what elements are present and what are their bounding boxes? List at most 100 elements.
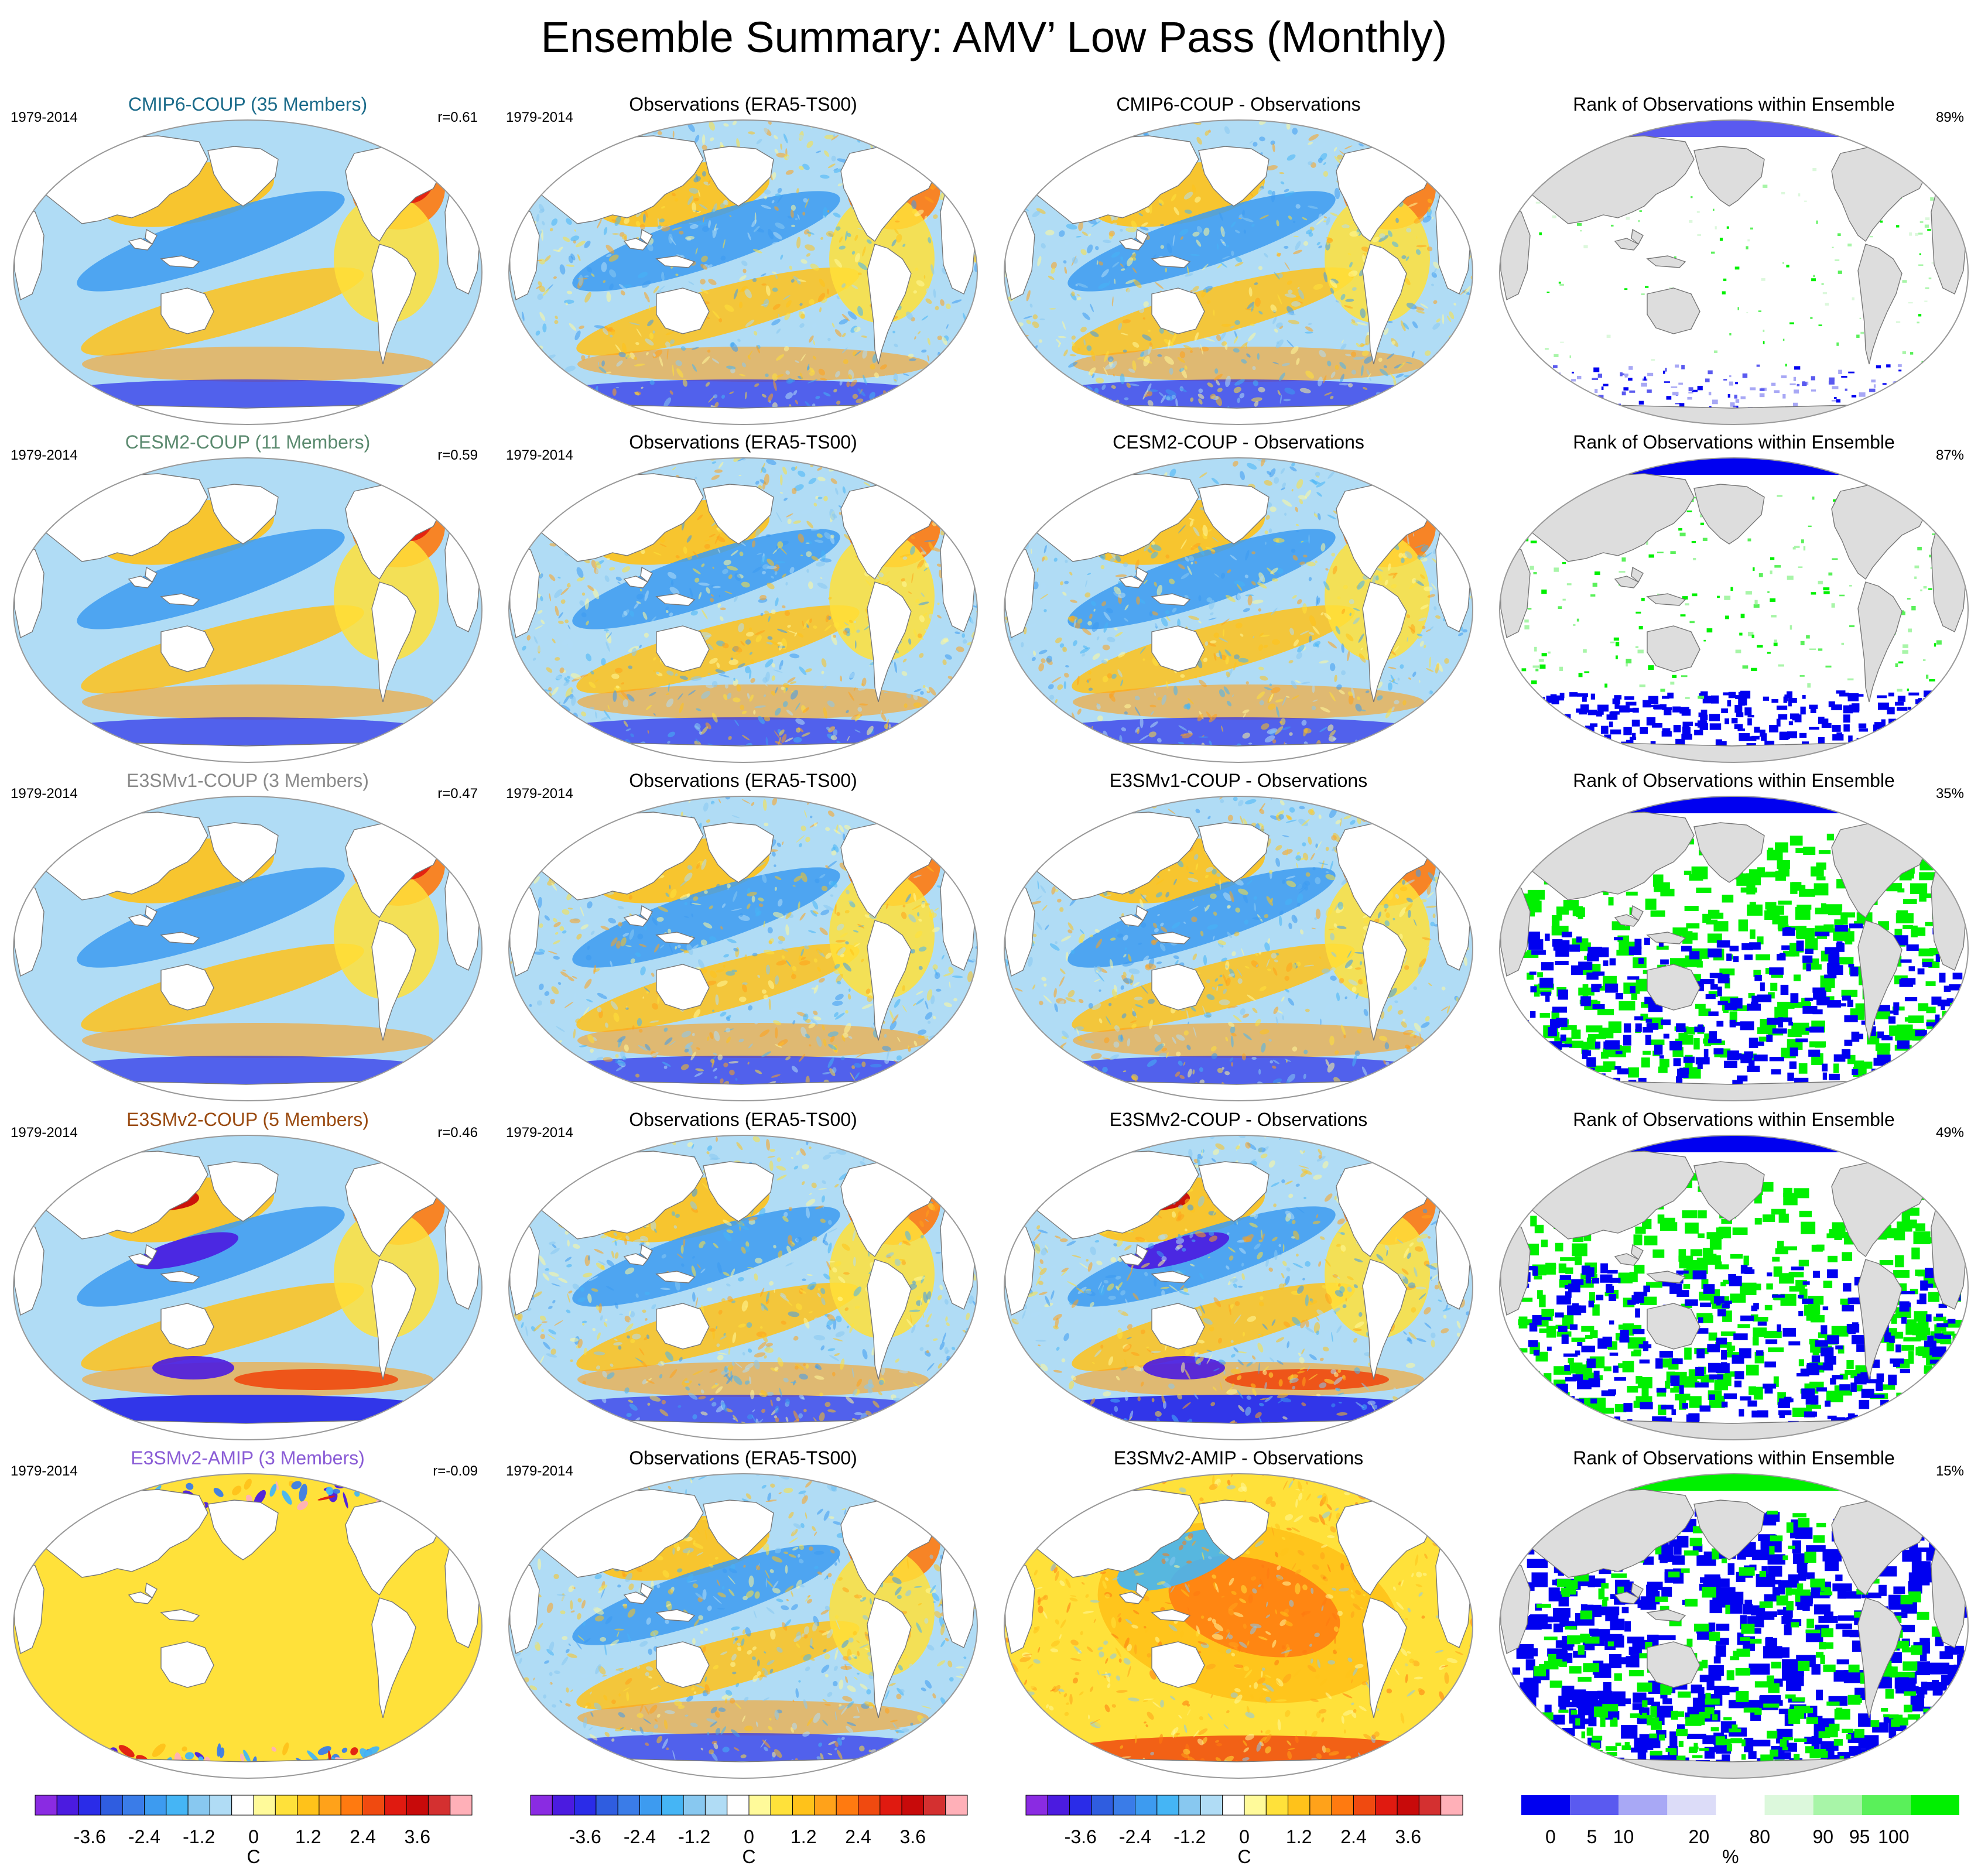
figure-title: Ensemble Summary: AMV’ Low Pass (Monthly… xyxy=(540,13,1448,61)
percent-label: 15% xyxy=(1935,1463,1964,1479)
anomaly-map xyxy=(1004,1473,1473,1779)
period-label: 1979-2014 xyxy=(11,447,78,463)
colorbar-tick-label: -2.4 xyxy=(1118,1826,1152,1847)
anomaly-map xyxy=(1004,457,1473,763)
colorbar-swatch xyxy=(166,1795,189,1816)
colorbar-swatch xyxy=(704,1795,728,1816)
colorbar-tick-label: -1.2 xyxy=(678,1826,711,1847)
colorbar-swatch xyxy=(639,1795,662,1816)
colorbar-tick-label: -3.6 xyxy=(569,1826,601,1847)
colorbar-swatch xyxy=(406,1795,429,1816)
colorbar-swatch xyxy=(427,1795,451,1816)
colorbar-tick-label: -2.4 xyxy=(623,1826,656,1847)
percent-label: 89% xyxy=(1935,109,1964,125)
colorbar-tick-label: 3.6 xyxy=(1395,1826,1421,1847)
colorbar-swatch xyxy=(880,1795,902,1816)
colorbar-observations: -3.6 -2.4 -1.2 0 1.2 2.4 3.6 C xyxy=(519,1793,1014,1875)
anomaly-map xyxy=(13,119,483,425)
colorbar-swatch xyxy=(836,1795,859,1816)
colorbar-swatch xyxy=(1025,1795,1048,1816)
panel-title: Observations (ERA5-TS00) xyxy=(629,1109,857,1130)
model-panel: E3SMv1-COUP (3 Members) 1979-2014 r=0.47 xyxy=(0,769,495,1108)
colorbar-swatch xyxy=(530,1795,553,1816)
colorbar-tick-label: 0 xyxy=(248,1826,259,1847)
panel-title: CMIP6-COUP (35 Members) xyxy=(128,94,368,115)
colorbar-swatch xyxy=(1353,1795,1376,1816)
colorbar-swatch xyxy=(1091,1795,1114,1816)
colorbar-swatch xyxy=(1862,1795,1911,1815)
observations-panel: Observations (ERA5-TS00) 1979-2014 xyxy=(495,1446,991,1786)
colorbar-swatch xyxy=(78,1795,101,1816)
rank-panel: Rank of Observations within Ensemble 87% xyxy=(1486,430,1982,770)
anomaly-map xyxy=(1004,119,1473,425)
colorbar-swatch xyxy=(100,1795,123,1816)
colorbar-swatch xyxy=(1265,1795,1289,1816)
colorbar-swatch xyxy=(617,1795,640,1816)
difference-panel: CESM2-COUP - Observations xyxy=(991,430,1486,770)
panel-title: Rank of Observations within Ensemble xyxy=(1573,1109,1895,1130)
colorbar-tick-label: 3.6 xyxy=(404,1826,430,1847)
colorbar-swatches xyxy=(1025,1795,1463,1816)
colorbar-swatch xyxy=(1521,1795,1570,1815)
colorbar-swatch xyxy=(858,1795,881,1816)
colorbar-tick-label: 2.4 xyxy=(1340,1826,1367,1847)
panel-title: E3SMv2-AMIP (3 Members) xyxy=(131,1447,365,1468)
colorbar-unit: C xyxy=(247,1846,261,1867)
colorbar-tick-label: 10 xyxy=(1613,1826,1634,1847)
colorbar-tick-label: 80 xyxy=(1749,1826,1771,1847)
colorbar-swatch xyxy=(1397,1795,1419,1816)
panel-title: Rank of Observations within Ensemble xyxy=(1573,94,1895,115)
colorbar-swatch xyxy=(683,1795,706,1816)
panel-title: Rank of Observations within Ensemble xyxy=(1573,770,1895,791)
correlation-label: r=0.59 xyxy=(437,447,478,463)
panel-title: E3SMv2-AMIP - Observations xyxy=(1113,1447,1364,1468)
colorbar-tick-label: 90 xyxy=(1812,1826,1834,1847)
anomaly-map xyxy=(508,796,978,1101)
colorbar-swatch xyxy=(1222,1795,1245,1816)
colorbar-swatch xyxy=(1440,1795,1463,1816)
colorbar-swatches xyxy=(530,1795,968,1816)
colorbar-swatch xyxy=(450,1795,473,1816)
rank-panel: Rank of Observations within Ensemble 89% xyxy=(1486,93,1982,432)
colorbar-swatch xyxy=(1156,1795,1179,1816)
colorbar-swatch xyxy=(1418,1795,1442,1816)
colorbar-tick-label: 0 xyxy=(1545,1826,1556,1847)
model-panel: E3SMv2-AMIP (3 Members) 1979-2014 r=-0.09 xyxy=(0,1446,495,1786)
rank-panel: Rank of Observations within Ensemble 49% xyxy=(1486,1108,1982,1447)
colorbar-swatch xyxy=(56,1795,80,1816)
observations-panel: Observations (ERA5-TS00) 1979-2014 xyxy=(495,93,991,432)
rank-panel: Rank of Observations within Ensemble 35% xyxy=(1486,769,1982,1108)
colorbar-tick-label: -3.6 xyxy=(1064,1826,1097,1847)
colorbar-model: -3.6 -2.4 -1.2 0 1.2 2.4 3.6 C xyxy=(23,1793,519,1875)
colorbar-swatch xyxy=(1667,1795,1716,1815)
anomaly-map xyxy=(508,457,978,763)
colorbar-swatch xyxy=(384,1795,407,1816)
colorbar-tick-label: 5 xyxy=(1586,1826,1597,1847)
colorbar-swatch xyxy=(1619,1795,1668,1815)
colorbar-tick-label: 3.6 xyxy=(899,1826,926,1847)
panel-row: E3SMv2-COUP (5 Members) 1979-2014 r=0.46 Ob… xyxy=(0,1108,1988,1447)
colorbar-tick-label: -1.2 xyxy=(183,1826,215,1847)
colorbar-swatch xyxy=(1288,1795,1310,1816)
colorbar-tick-label: 100 xyxy=(1878,1826,1910,1847)
colorbar-swatch xyxy=(1047,1795,1070,1816)
colorbar-tick-label: 0 xyxy=(744,1826,754,1847)
panel-title: CMIP6-COUP - Observations xyxy=(1116,94,1361,115)
colorbar-unit: % xyxy=(1722,1846,1739,1867)
colorbar-swatch xyxy=(748,1795,771,1816)
colorbar-tick-label: 2.4 xyxy=(845,1826,871,1847)
difference-panel: E3SMv2-COUP - Observations xyxy=(991,1108,1486,1447)
rank-map xyxy=(1499,1135,1969,1440)
anomaly-map xyxy=(13,1473,483,1779)
period-label: 1979-2014 xyxy=(506,447,573,463)
panel-title: Rank of Observations within Ensemble xyxy=(1573,1447,1895,1468)
colorbar-swatch xyxy=(1764,1795,1814,1815)
colorbar-tick-label: 2.4 xyxy=(350,1826,376,1847)
colorbar-rank: 0 5 10 20 80 90 95 100% xyxy=(1510,1793,1988,1875)
colorbar-swatch xyxy=(596,1795,618,1816)
percent-label: 49% xyxy=(1935,1125,1964,1141)
colorbar-swatch xyxy=(1331,1795,1354,1816)
colorbar-swatch xyxy=(319,1795,341,1816)
colorbar-swatch xyxy=(340,1795,364,1816)
anomaly-map xyxy=(508,1473,978,1779)
